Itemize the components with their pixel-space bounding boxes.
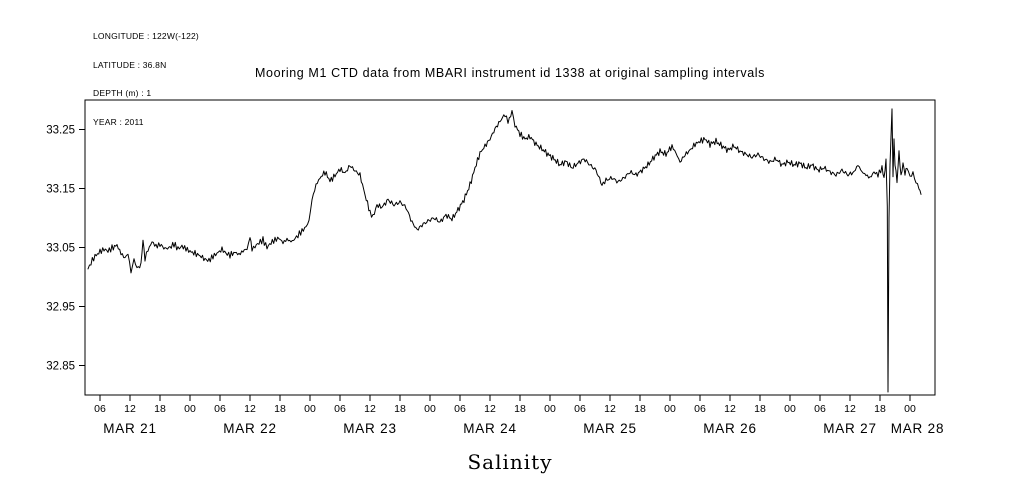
y-tick-label: 33.15 [46,184,75,196]
y-tick-label: 33.05 [46,243,75,255]
x-hour-tick-label: 06 [694,403,706,415]
x-hour-tick-label: 12 [724,403,736,415]
x-hour-tick-label: 18 [874,403,886,415]
x-hour-tick-label: 18 [634,403,646,415]
x-day-label: MAR 21 [103,421,157,436]
x-hour-tick-label: 00 [904,403,916,415]
x-day-label: MAR 25 [583,421,637,436]
x-hour-tick-label: 06 [454,403,466,415]
x-hour-tick-label: 00 [304,403,316,415]
y-tick-label: 32.85 [46,361,75,373]
y-tick-label: 33.25 [46,125,75,137]
x-hour-tick-label: 12 [364,403,376,415]
x-hour-tick-label: 18 [514,403,526,415]
x-day-label: MAR 28 [891,421,945,436]
x-day-label: MAR 27 [823,421,877,436]
x-axis-title: Salinity [467,450,553,474]
x-hour-tick-label: 06 [214,403,226,415]
x-hour-tick-label: 00 [784,403,796,415]
metadata-block: LONGITUDE : 122W(-122) LATITUDE : 36.8N … [93,13,199,146]
x-hour-tick-label: 12 [484,403,496,415]
metadata-line-year: YEAR : 2011 [93,116,144,127]
y-tick-label: 32.95 [46,302,75,314]
x-hour-tick-label: 18 [394,403,406,415]
plot-frame [84,99,936,396]
salinity-trace [87,108,922,393]
x-hour-tick-label: 12 [844,403,856,415]
x-hour-tick-label: 18 [754,403,766,415]
x-day-label: MAR 24 [463,421,517,436]
x-hour-tick-label: 06 [574,403,586,415]
x-hour-tick-label: 00 [424,403,436,415]
x-hour-tick-label: 06 [334,403,346,415]
x-hour-tick-label: 12 [604,403,616,415]
metadata-line-depth: DEPTH (m) : 1 [93,88,152,98]
x-day-label: MAR 23 [343,421,397,436]
x-day-label: MAR 26 [703,421,757,436]
metadata-line-latitude: LATITUDE : 36.8N [93,59,167,70]
metadata-line-longitude: LONGITUDE : 122W(-122) [93,31,199,41]
x-hour-tick-label: 18 [154,403,166,415]
x-hour-tick-label: 00 [184,403,196,415]
x-hour-tick-label: 18 [274,403,286,415]
x-day-label: MAR 22 [223,421,277,436]
x-hour-tick-label: 06 [94,403,106,415]
x-hour-tick-label: 00 [544,403,556,415]
x-hour-tick-label: 12 [124,403,136,415]
x-hour-tick-label: 06 [814,403,826,415]
chart-title: Mooring M1 CTD data from MBARI instrumen… [255,66,765,80]
x-hour-tick-label: 12 [244,403,256,415]
x-hour-tick-label: 00 [664,403,676,415]
